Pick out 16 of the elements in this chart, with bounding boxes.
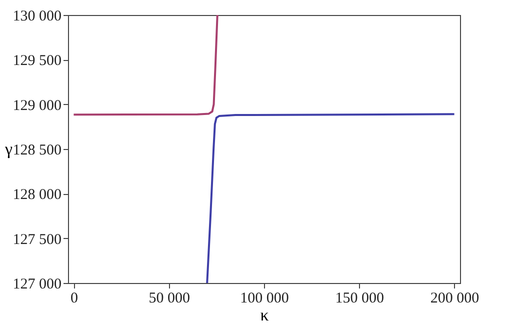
y-axis-title: γ [4, 140, 13, 158]
y-tick-label: 130 000 [12, 8, 62, 24]
line-series [206, 113, 456, 283]
y-tick-label: 129 500 [12, 53, 62, 70]
x-tick-label: 100 000 [240, 290, 289, 306]
x-tick-label: 50 000 [148, 290, 190, 306]
x-tick-label: 200 000 [430, 290, 480, 306]
line-series [72, 15, 218, 116]
y-tick-label: 129 000 [12, 98, 62, 114]
y-tick-label: 127 500 [12, 232, 62, 248]
y-tick-label: 128 000 [12, 187, 62, 204]
x-tick-label: 150 000 [335, 290, 384, 306]
y-tick-label: 127 000 [12, 276, 62, 292]
y-tick-label: 128 500 [12, 142, 62, 158]
x-tick-label: 0 [70, 290, 78, 306]
x-axis-title: κ [260, 306, 270, 324]
